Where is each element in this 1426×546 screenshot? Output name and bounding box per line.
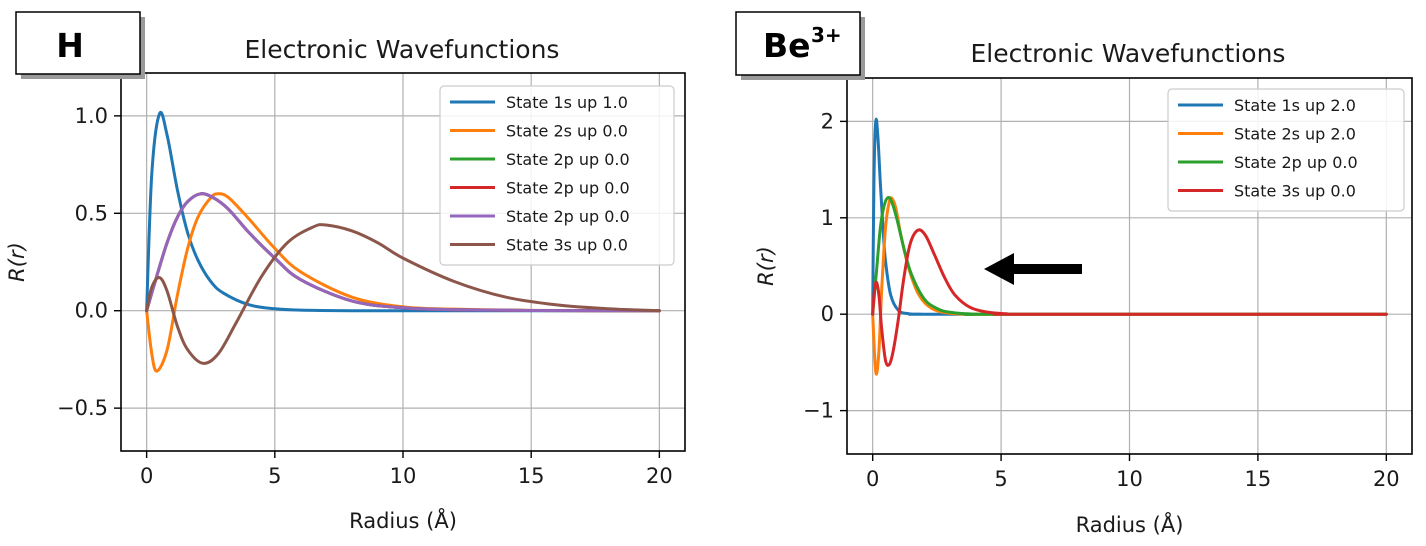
badge-label: Be — [763, 26, 811, 65]
badge-box — [735, 11, 861, 76]
y-tick-label: 1 — [821, 206, 834, 230]
arrow-shaft — [1010, 264, 1082, 274]
series-line-6 — [145, 223, 661, 365]
x-axis-label: Radius (Å) — [349, 507, 457, 533]
series-line-4 — [871, 228, 1388, 367]
panel-badge: H — [15, 11, 145, 79]
legend-label: State 3s up 0.0 — [506, 236, 628, 255]
left-arrow-annotation — [984, 253, 1082, 285]
y-tick-label: 1.0 — [75, 104, 108, 128]
legend-label: State 2p up 0.0 — [506, 179, 630, 198]
y-tick-label: 2 — [821, 109, 834, 133]
badge-superscript: 3+ — [811, 23, 842, 47]
x-tick-label: 15 — [1245, 467, 1272, 491]
x-axis-label: Radius (Å) — [1076, 511, 1184, 537]
legend-label: State 2s up 0.0 — [506, 122, 628, 141]
x-tick-label: 20 — [1373, 467, 1400, 491]
series-line-5 — [145, 192, 661, 313]
series-line-3 — [871, 195, 1388, 316]
y-axis-label: R(r) — [754, 246, 778, 286]
legend-label: State 2s up 2.0 — [1234, 125, 1356, 144]
legend-label: State 1s up 2.0 — [1234, 96, 1356, 115]
legend-label: State 2p up 0.0 — [506, 207, 630, 226]
arrow-head — [984, 253, 1014, 285]
x-tick-label: 10 — [390, 464, 417, 488]
legend: State 1s up 1.0 State 2s up 0.0 State 2p u… — [439, 85, 675, 266]
panel-badge: Be 3+ — [735, 11, 865, 80]
x-tick-label: 0 — [866, 467, 879, 491]
x-tick-label: 10 — [1116, 467, 1143, 491]
chart-title: Electronic Wavefunctions — [245, 35, 560, 64]
y-tick-label: −0.5 — [57, 396, 108, 420]
badge-label: H — [56, 26, 84, 65]
chart-panel-2: 0 5 10 15 20 −1 0 1 2 Electronic Wavefunctions Rad… — [735, 11, 1413, 537]
legend-label: State 3s up 0.0 — [1234, 182, 1356, 201]
legend-box — [439, 85, 675, 266]
x-tick-label: 20 — [646, 464, 673, 488]
y-tick-label: −1 — [803, 399, 834, 423]
x-tick-label: 15 — [518, 464, 545, 488]
y-tick-label: 0 — [821, 302, 834, 326]
chart-panel-1: 0 5 10 15 20 −0.5 0.0 0.5 1.0 Electronic Wavefunc… — [5, 11, 686, 533]
y-axis-label: R(r) — [5, 242, 29, 282]
y-tick-label: 0.5 — [75, 201, 108, 225]
legend: State 1s up 2.0 State 2s up 2.0 State 2p u… — [1167, 88, 1405, 212]
badge-box — [15, 11, 141, 75]
legend-box — [1167, 88, 1405, 212]
x-tick-label: 0 — [140, 464, 153, 488]
legend-label: State 1s up 1.0 — [506, 93, 628, 112]
legend-label: State 2p up 0.0 — [506, 150, 630, 169]
series-line-1 — [145, 110, 661, 313]
x-tick-label: 5 — [994, 467, 1007, 491]
chart-title: Electronic Wavefunctions — [971, 39, 1286, 68]
legend-label: State 2p up 0.0 — [1234, 153, 1358, 172]
y-tick-label: 0.0 — [75, 299, 108, 323]
x-tick-label: 5 — [268, 464, 281, 488]
